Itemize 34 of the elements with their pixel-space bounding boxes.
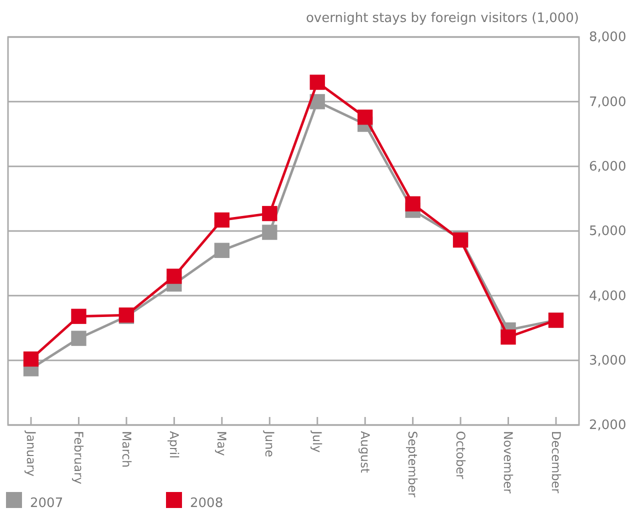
y-tick-label: 8,000	[589, 30, 626, 46]
point	[214, 212, 230, 228]
point	[71, 330, 86, 346]
x-tick-label: March	[119, 431, 134, 468]
point	[358, 110, 373, 125]
point	[214, 242, 230, 258]
y-tick-label: 3,000	[589, 353, 626, 368]
x-tick-label: May	[214, 431, 229, 456]
y-tick-label: 6,000	[589, 159, 626, 174]
point	[262, 224, 278, 240]
point	[405, 196, 420, 212]
legend-label: 2007	[30, 496, 64, 511]
point	[166, 268, 182, 284]
legend-label: 2008	[190, 496, 224, 511]
y-tick-label: 2,000	[589, 418, 626, 434]
point	[23, 351, 39, 367]
x-tick-label: September	[406, 431, 420, 498]
x-tick-label: August	[358, 431, 372, 474]
x-tick-label: November	[501, 431, 516, 494]
x-tick-label: June	[262, 430, 276, 458]
y-tick-label: 4,000	[589, 288, 626, 304]
point	[500, 329, 516, 345]
x-tick-label: July	[310, 430, 324, 453]
x-tick-label: February	[72, 431, 86, 484]
x-tick-label: January	[24, 430, 38, 476]
point	[262, 206, 278, 222]
x-tick-label: April	[166, 431, 181, 458]
point	[310, 74, 325, 90]
y-axis-title: overnight stays by foreign visitors (1,000)	[306, 11, 579, 26]
point	[71, 308, 86, 324]
y-tick-label: 7,000	[589, 94, 626, 110]
x-tick-label: October	[453, 431, 468, 480]
x-tick-label: December	[548, 431, 563, 494]
y-tick-label: 5,000	[589, 224, 626, 240]
